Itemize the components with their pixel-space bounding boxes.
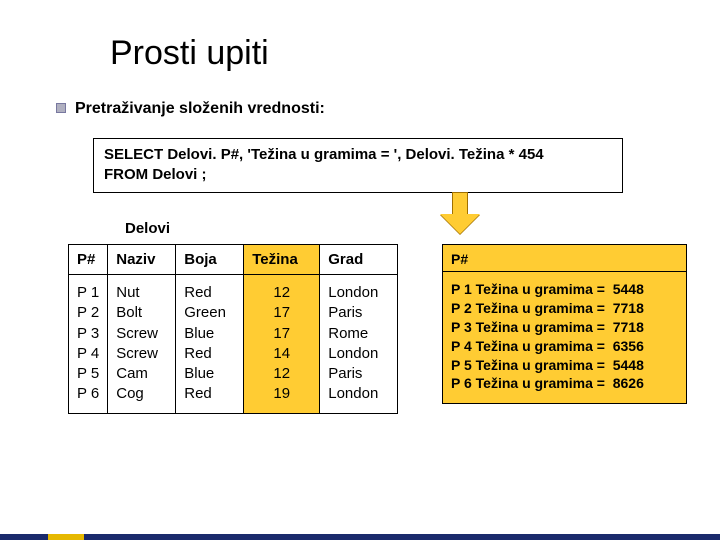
delovi-table: P# Naziv Boja Težina Grad P 1 P 2 P 3 P … [68,244,398,414]
bullet-icon [56,103,66,113]
sql-line-1: SELECT Delovi. P#, 'Težina u gramima = '… [104,145,612,165]
col-boja-values: Red Green Blue Red Blue Red [184,283,235,405]
col-header-p: P# [69,245,108,275]
col-naziv-values: Nut Bolt Screw Screw Cam Cog [116,283,167,405]
sql-line-2: FROM Delovi ; [104,165,612,185]
slide-title: Prosti upiti [110,34,269,73]
col-p-values: P 1 P 2 P 3 P 4 P 5 P 6 [77,283,99,405]
col-grad-values: London Paris Rome London Paris London [328,283,389,405]
result-header: P# [443,245,686,269]
result-box: P# P 1 Težina u gramima = 5448 P 2 Težin… [442,244,687,404]
col-header-naziv: Naziv [108,245,176,275]
result-rows: P 1 Težina u gramima = 5448 P 2 Težina u… [443,276,686,403]
col-header-tezina: Težina [244,245,320,275]
table-row: P 1 P 2 P 3 P 4 P 5 P 6 Nut Bolt Screw S… [69,275,398,414]
table-header-row: P# Naziv Boja Težina Grad [69,245,398,275]
col-header-boja: Boja [176,245,244,275]
table-label: Delovi [125,220,170,237]
col-header-grad: Grad [320,245,398,275]
result-divider [443,271,686,272]
footer-bar [0,534,720,540]
subtitle: Pretraživanje složenih vrednosti: [75,100,325,118]
footer-accent [48,534,84,540]
col-tezina-values: 12 17 17 14 12 19 [252,283,311,405]
sql-query-box: SELECT Delovi. P#, 'Težina u gramima = '… [93,138,623,193]
arrow-down-icon [440,192,480,236]
